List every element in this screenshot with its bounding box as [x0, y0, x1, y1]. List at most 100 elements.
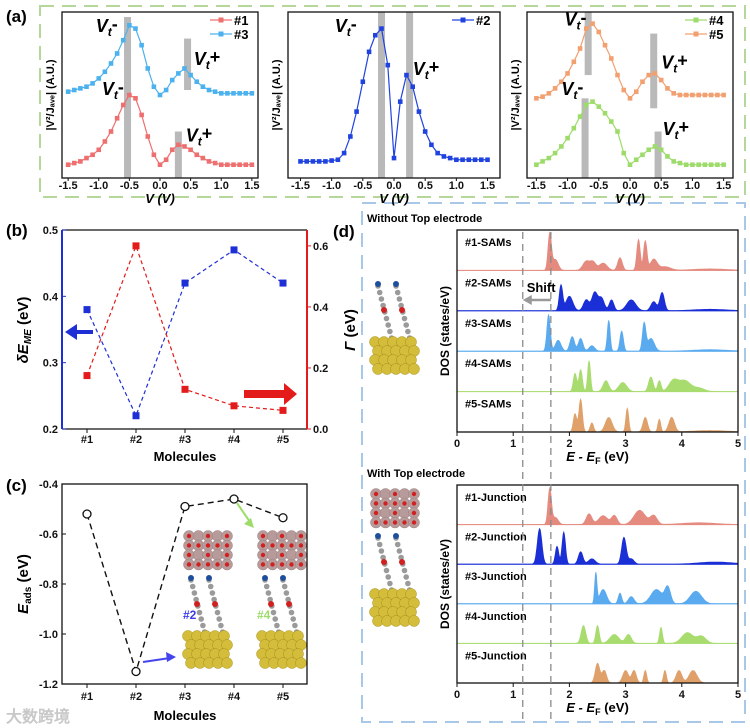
y-tick-label-left: 0.5: [43, 225, 58, 237]
data-point: [715, 162, 720, 168]
carbon-atom: [274, 622, 280, 629]
x-tick-label: -0.5: [120, 180, 139, 192]
data-point: [249, 91, 255, 96]
data-point: [114, 51, 120, 56]
data-point: [82, 509, 92, 519]
data-point: [546, 91, 552, 96]
series-line-left: [86, 249, 284, 418]
y-tick-label-right: 0.6: [313, 241, 328, 253]
label-unit: (eV): [15, 554, 32, 587]
threshold-bar: [584, 12, 592, 76]
data-point: [696, 92, 701, 98]
vt-sub: t: [206, 58, 211, 72]
nitrogen-atom: [188, 575, 194, 581]
data-point: [602, 42, 608, 48]
oxygen-atom: [186, 543, 192, 548]
carbon-atom: [387, 328, 393, 335]
data-point: [708, 162, 714, 168]
arrow-head-icon: [166, 652, 176, 662]
series-line-#4: [536, 100, 724, 166]
data-point: [584, 26, 589, 31]
oxygen-atom: [399, 307, 405, 313]
data-point: [715, 92, 720, 98]
label-sub: F: [595, 707, 601, 717]
x-tick-label: 1.5: [480, 180, 495, 192]
x-tick-label: -0.5: [589, 180, 608, 192]
data-point: [225, 162, 230, 168]
data-point: [310, 159, 316, 164]
label-main: δE: [15, 343, 32, 363]
carbon-atom: [401, 567, 408, 574]
data-point: [485, 157, 490, 163]
oxygen-atom: [392, 510, 398, 516]
x-tick-label: 0.0: [386, 180, 401, 192]
data-point: [690, 92, 695, 98]
carbon-atom: [272, 616, 279, 622]
data-point: [181, 385, 189, 393]
legend-label: #4: [709, 13, 724, 28]
data-point: [379, 26, 384, 31]
label-sub: F: [595, 456, 601, 466]
iv-plot-a3: -1.5 -1.0 -0.5 0.0 0.5 1.0 1.5 V (V) |V²/Jₐᵥₑ| (…: [510, 7, 734, 206]
oxygen-atom: [383, 501, 388, 506]
dos-row-label: #1-Junction: [465, 492, 527, 504]
data-point: [385, 62, 391, 68]
data-point: [702, 162, 708, 168]
x-tick-label: #4: [228, 691, 241, 703]
vt-sub: t: [425, 68, 430, 82]
data-point: [151, 84, 157, 89]
dos-row-label: #3-SAMs: [465, 318, 511, 330]
x-tick-label: 0.0: [152, 180, 167, 192]
carbon-atom: [378, 296, 385, 302]
x-tick-label: 3: [623, 438, 629, 450]
series-line-right: [86, 244, 284, 411]
data-point: [640, 152, 645, 158]
threshold-bar: [174, 131, 182, 178]
y-axis-label: |V²/Jₐᵥₑ| (A.U.): [271, 59, 283, 130]
vt-sign: +: [210, 47, 221, 67]
oxygen-atom: [411, 520, 417, 525]
legend-label: #5: [709, 27, 723, 42]
shift-label: Shift: [527, 280, 557, 295]
carbon-atom: [285, 596, 291, 603]
oxygen-atom: [224, 533, 230, 539]
data-point: [646, 72, 652, 78]
nitrogen-atom: [375, 533, 381, 539]
data-point: [237, 162, 242, 168]
data-point: [237, 91, 242, 96]
data-point: [132, 242, 140, 250]
data-point: [584, 102, 589, 108]
data-point: [102, 139, 108, 144]
data-point: [565, 71, 570, 76]
data-point: [133, 96, 138, 101]
x-axis-label: Molecules: [154, 708, 217, 723]
x-tick-label: -1.0: [558, 180, 577, 192]
x-tick-label: #2: [130, 691, 142, 703]
data-point: [435, 150, 440, 156]
data-point: [83, 372, 91, 380]
data-point: [212, 160, 218, 166]
oxygen-atom: [205, 552, 211, 558]
data-point: [249, 162, 255, 168]
oxygen-atom: [270, 562, 275, 567]
oxygen-atom: [194, 601, 200, 607]
data-point: [590, 21, 595, 26]
x-axis-label: E - EF (eV): [566, 449, 629, 466]
gold-atom: [221, 657, 233, 669]
oxygen-atom: [196, 543, 201, 548]
dos-row-label: #1-SAMs: [465, 237, 511, 249]
data-point: [404, 72, 409, 78]
data-point: [665, 86, 670, 91]
oxygen-atom: [270, 543, 275, 548]
data-point: [466, 157, 472, 163]
data-point: [447, 155, 453, 161]
data-point: [279, 279, 287, 287]
x-tick-label: -1.5: [527, 180, 546, 192]
data-point: [652, 144, 658, 149]
dos-row-label: #2-SAMs: [465, 277, 511, 289]
arrow-head-icon: [244, 518, 254, 528]
x-tick-label: 0.0: [622, 180, 637, 192]
oxygen-atom: [279, 562, 285, 567]
data-point: [391, 155, 397, 161]
threshold-voltage-label: Vt+: [194, 47, 221, 72]
